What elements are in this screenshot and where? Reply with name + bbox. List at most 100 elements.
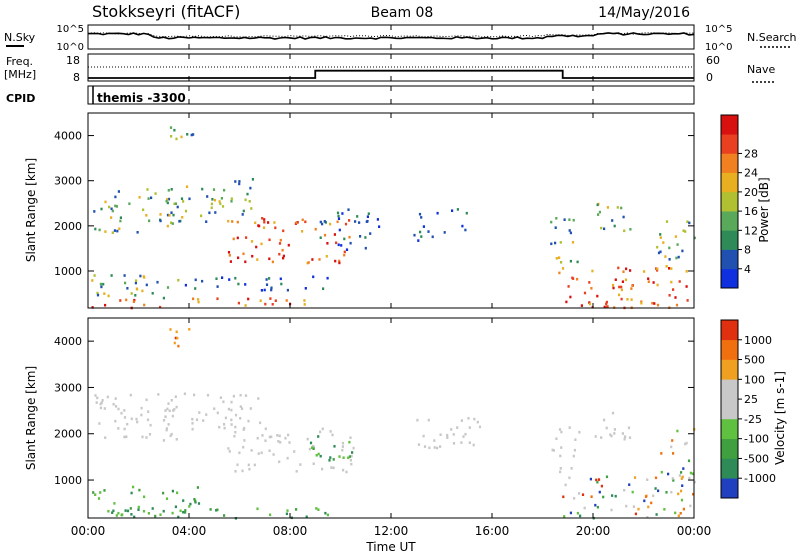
noise-bottom-tick-left: 10^0 <box>57 42 84 53</box>
heatmap-cell <box>565 300 568 304</box>
heatmap-cell <box>201 279 204 283</box>
heatmap-cell <box>121 513 124 516</box>
heatmap-cell <box>91 279 94 282</box>
heatmap-cell <box>691 472 695 476</box>
heatmap-cell <box>162 296 165 300</box>
heatmap-cell <box>123 427 126 431</box>
heatmap-cell <box>94 493 97 496</box>
colorbar-tick-label: 25 <box>744 393 758 406</box>
heatmap-cell <box>321 222 324 226</box>
heatmap-cell <box>96 291 99 295</box>
heatmap-cell <box>657 489 660 493</box>
heatmap-cell <box>596 505 599 509</box>
heatmap-cell <box>142 208 145 212</box>
heatmap-cell <box>560 430 563 434</box>
heatmap-cell <box>656 269 659 272</box>
heatmap-cell <box>558 256 561 259</box>
heatmap-cell <box>280 282 283 286</box>
heatmap-cell <box>171 511 174 515</box>
heatmap-cell <box>650 501 653 505</box>
heatmap-cell <box>256 436 259 440</box>
heatmap-cell <box>112 402 115 406</box>
heatmap-cell <box>660 470 663 474</box>
heatmap-cell <box>130 491 133 495</box>
heatmap-cell <box>267 221 270 224</box>
heatmap-cell <box>559 467 562 470</box>
heatmap-cell <box>688 221 691 225</box>
heatmap-cell <box>656 283 659 287</box>
heatmap-cell <box>301 218 304 222</box>
heatmap-cell <box>136 420 139 424</box>
heatmap-cell <box>356 215 359 218</box>
heatmap-cell <box>303 303 306 306</box>
heatmap-cell <box>147 410 150 413</box>
heatmap-cell <box>314 227 317 231</box>
heatmap-cell <box>250 207 253 210</box>
heatmap-cell <box>170 432 173 436</box>
heatmap-cell <box>140 406 143 410</box>
heatmap-cell <box>348 440 351 444</box>
heatmap-cell <box>319 430 322 434</box>
heatmap-cell <box>227 219 230 223</box>
heatmap-cell <box>282 229 285 233</box>
heatmap-cell <box>107 509 110 513</box>
heatmap-cell <box>600 436 603 439</box>
heatmap-cell <box>311 446 314 449</box>
colorbar-tick-label: -1000 <box>744 472 776 485</box>
heatmap-cell <box>188 328 191 331</box>
noise-bottom-tick-right: 10^0 <box>705 42 732 53</box>
heatmap-cell <box>238 451 241 455</box>
heatmap-cell <box>222 400 225 404</box>
heatmap-cell <box>261 434 264 437</box>
heatmap-cell <box>116 229 119 233</box>
heatmap-cell <box>244 283 247 286</box>
heatmap-cell <box>568 476 571 480</box>
heatmap-cell <box>128 202 131 205</box>
heatmap-cell <box>240 407 244 410</box>
heatmap-cell <box>223 426 226 430</box>
velocity-cells <box>92 328 696 520</box>
heatmap-cell <box>170 188 173 191</box>
heatmap-cell <box>219 202 222 205</box>
heatmap-cell <box>328 459 331 462</box>
heatmap-cell <box>136 231 139 234</box>
heatmap-cell <box>647 280 650 283</box>
heatmap-cell <box>341 448 344 452</box>
heatmap-cell <box>624 278 628 282</box>
heatmap-cell <box>686 299 689 302</box>
heatmap-cell <box>166 198 169 201</box>
heatmap-cell <box>162 419 166 422</box>
heatmap-cell <box>210 202 213 206</box>
heatmap-cell <box>468 426 471 429</box>
heatmap-cell <box>173 341 176 345</box>
colorbar-segment <box>721 399 738 420</box>
heatmap-cell <box>268 277 271 280</box>
heatmap-cell <box>644 495 648 498</box>
heatmap-cell <box>273 221 276 224</box>
heatmap-cell <box>631 490 634 494</box>
heatmap-cell <box>460 419 463 422</box>
heatmap-cell <box>665 220 669 223</box>
heatmap-cell <box>112 509 115 513</box>
heatmap-cell <box>212 188 216 191</box>
heatmap-cell <box>197 502 201 505</box>
heatmap-cell <box>170 211 173 214</box>
heatmap-cell <box>431 235 434 239</box>
heatmap-cell <box>166 286 170 289</box>
colorbar-segment <box>721 191 738 212</box>
heatmap-cell <box>137 508 140 511</box>
heatmap-cell <box>268 449 271 452</box>
heatmap-cell <box>348 235 351 239</box>
heatmap-cell <box>349 436 352 439</box>
heatmap-cell <box>117 427 120 430</box>
heatmap-cell <box>143 303 146 307</box>
heatmap-cell <box>197 300 200 304</box>
heatmap-cell <box>135 417 138 421</box>
colorbar-frame <box>720 319 739 499</box>
heatmap-cell <box>334 259 337 263</box>
heatmap-cell <box>321 427 324 431</box>
heatmap-cell <box>98 228 101 232</box>
power-panel: Slant Range [km] 1000 2000 3000 4000 4 8 12 16… <box>24 112 771 310</box>
ytick-label: 2000 <box>54 220 82 233</box>
colorbar-tick-label: 4 <box>744 263 751 276</box>
